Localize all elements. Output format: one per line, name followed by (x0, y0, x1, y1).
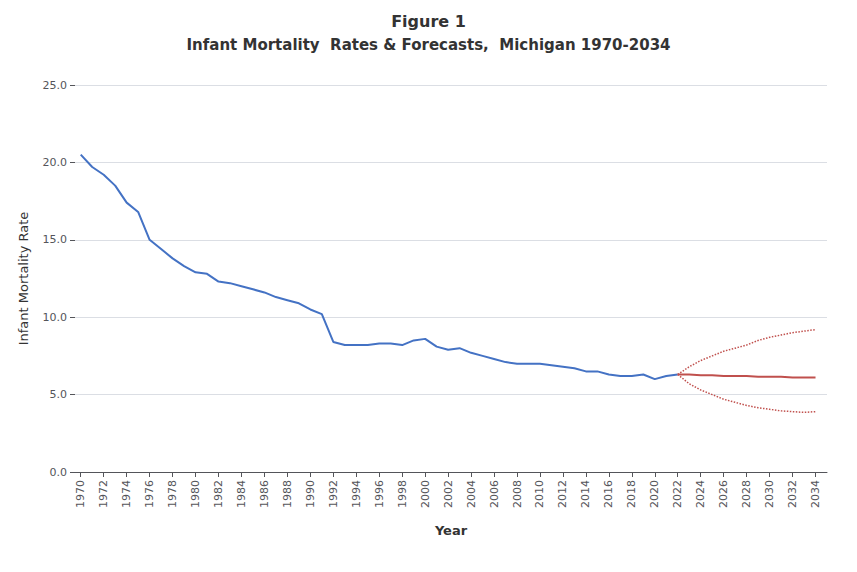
svg-text:15.0: 15.0 (43, 233, 68, 246)
svg-text:2018: 2018 (625, 480, 638, 508)
svg-text:Infant Mortality Rates & Fore: Infant Mortality Rates & Forecasts, Mich… (186, 36, 670, 54)
svg-text:2022: 2022 (671, 480, 684, 508)
svg-text:2016: 2016 (602, 480, 615, 508)
svg-text:10.0: 10.0 (43, 311, 68, 324)
svg-text:2010: 2010 (533, 480, 546, 508)
svg-text:Figure 1: Figure 1 (391, 12, 466, 31)
svg-text:0.0: 0.0 (50, 466, 68, 479)
svg-text:5.0: 5.0 (50, 388, 68, 401)
svg-text:1974: 1974 (120, 480, 133, 508)
svg-text:1986: 1986 (258, 480, 271, 508)
svg-text:1972: 1972 (97, 480, 110, 508)
svg-text:Year: Year (434, 523, 468, 538)
svg-text:Infant Mortality Rate: Infant Mortality Rate (16, 212, 31, 346)
svg-text:2034: 2034 (809, 480, 822, 508)
svg-text:2006: 2006 (488, 480, 501, 508)
svg-text:2030: 2030 (763, 480, 776, 508)
svg-text:2024: 2024 (694, 480, 707, 508)
svg-text:2000: 2000 (419, 480, 432, 508)
svg-text:1992: 1992 (327, 480, 340, 508)
svg-text:2002: 2002 (442, 480, 455, 508)
svg-text:2012: 2012 (556, 480, 569, 508)
svg-text:1980: 1980 (189, 480, 202, 508)
svg-text:1978: 1978 (166, 480, 179, 508)
svg-text:2026: 2026 (717, 480, 730, 508)
svg-text:2014: 2014 (579, 480, 592, 508)
svg-text:1982: 1982 (212, 480, 225, 508)
svg-text:25.0: 25.0 (43, 79, 68, 92)
svg-text:1994: 1994 (350, 480, 363, 508)
svg-text:2032: 2032 (786, 480, 799, 508)
svg-text:1998: 1998 (396, 480, 409, 508)
svg-text:1976: 1976 (143, 480, 156, 508)
svg-text:20.0: 20.0 (43, 156, 68, 169)
svg-text:1984: 1984 (235, 480, 248, 508)
svg-text:2028: 2028 (740, 480, 753, 508)
svg-text:1970: 1970 (74, 480, 87, 508)
svg-text:2004: 2004 (465, 480, 478, 508)
svg-text:1990: 1990 (304, 480, 317, 508)
svg-text:1996: 1996 (373, 480, 386, 508)
svg-text:1988: 1988 (281, 480, 294, 508)
svg-text:2020: 2020 (648, 480, 661, 508)
svg-text:2008: 2008 (511, 480, 524, 508)
